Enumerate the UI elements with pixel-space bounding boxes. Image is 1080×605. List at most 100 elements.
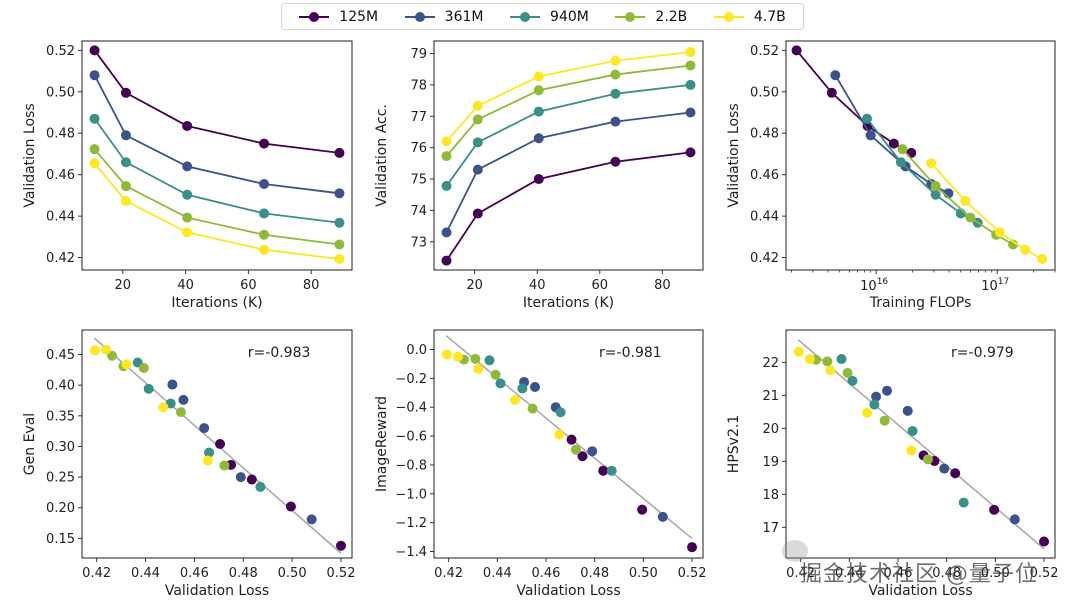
x-tick-label: 0.48 bbox=[580, 566, 609, 581]
series-line bbox=[445, 64, 691, 157]
y-tick-label: 18 bbox=[762, 488, 779, 503]
x-tick-label: 0.48 bbox=[229, 566, 258, 581]
data-point bbox=[685, 107, 696, 118]
series-940m bbox=[89, 113, 345, 228]
data-point bbox=[847, 375, 858, 386]
x-tick-exponent: 16 bbox=[877, 277, 889, 287]
data-point bbox=[533, 85, 544, 96]
y-tick-label: 0.52 bbox=[46, 44, 75, 59]
data-point bbox=[1020, 244, 1031, 255]
series-4-7b bbox=[926, 158, 1048, 265]
y-tick-label: 0.20 bbox=[46, 501, 75, 516]
data-point bbox=[950, 468, 961, 479]
data-point bbox=[441, 151, 452, 162]
data-point bbox=[598, 465, 609, 476]
series-361m bbox=[167, 379, 317, 525]
data-point bbox=[533, 174, 544, 185]
data-point bbox=[89, 70, 100, 81]
x-axis-label: Iterations (K) bbox=[171, 295, 262, 311]
y-tick-label: 21 bbox=[762, 389, 779, 404]
data-point bbox=[958, 497, 969, 508]
y-tick-label: 77 bbox=[410, 110, 427, 125]
data-point bbox=[842, 367, 853, 378]
data-point bbox=[687, 542, 698, 553]
y-tick-label: 0.46 bbox=[750, 168, 779, 183]
series-125m bbox=[791, 45, 917, 158]
x-tick-label: 1017 bbox=[981, 277, 1009, 294]
data-point bbox=[182, 161, 193, 172]
axes-frame bbox=[81, 329, 353, 559]
series-4-7b bbox=[89, 344, 213, 466]
legend-item-2-2b: 2.2B bbox=[615, 9, 687, 25]
panel-acc-vs-iter: 73 74 75 76 77 78 79 20 40 60 80 Iterations (K) Vali… bbox=[374, 40, 704, 311]
data-point bbox=[510, 394, 521, 405]
data-point bbox=[861, 113, 872, 124]
y-tick-label: 0.35 bbox=[46, 409, 75, 424]
x-tick-label: 40 bbox=[177, 278, 194, 293]
data-point bbox=[182, 227, 193, 238]
data-point bbox=[246, 474, 257, 485]
data-point bbox=[685, 60, 696, 71]
series-940m bbox=[441, 79, 696, 191]
axes-frame bbox=[785, 329, 1056, 559]
data-point bbox=[517, 383, 528, 394]
data-point bbox=[804, 354, 815, 365]
data-point bbox=[533, 71, 544, 82]
data-point bbox=[107, 350, 118, 361]
data-point bbox=[1009, 514, 1020, 525]
data-point bbox=[825, 365, 836, 376]
y-tick-label: −1.0 bbox=[395, 487, 427, 502]
data-point bbox=[657, 511, 668, 522]
series-940m bbox=[836, 354, 969, 508]
data-point bbox=[533, 106, 544, 117]
y-axis-label: Validation Loss bbox=[726, 103, 742, 207]
data-point bbox=[182, 189, 193, 200]
y-tick-label: 0.48 bbox=[46, 127, 75, 142]
data-point bbox=[204, 447, 215, 458]
data-point bbox=[334, 147, 345, 158]
data-point bbox=[182, 120, 193, 131]
x-tick-label: 0.44 bbox=[483, 566, 512, 581]
series-361m bbox=[89, 70, 345, 199]
y-tick-label: −1.2 bbox=[395, 516, 427, 531]
data-point bbox=[336, 540, 347, 551]
data-point bbox=[441, 255, 452, 266]
series-2-2b bbox=[89, 144, 345, 250]
data-point bbox=[555, 407, 566, 418]
data-point bbox=[89, 45, 100, 56]
legend-label: 4.7B bbox=[753, 8, 786, 25]
data-point bbox=[472, 208, 483, 219]
series-125m bbox=[918, 450, 1050, 547]
data-point bbox=[89, 113, 100, 124]
data-point bbox=[930, 189, 941, 200]
data-point bbox=[1037, 254, 1048, 265]
y-tick-label: 0.50 bbox=[46, 85, 75, 100]
series-940m bbox=[484, 355, 617, 476]
x-tick-label: 0.46 bbox=[884, 566, 913, 581]
y-tick-label: 0.44 bbox=[46, 210, 75, 225]
correlation-annotation: r=-0.981 bbox=[599, 345, 662, 361]
data-point bbox=[822, 356, 833, 367]
series-2-2b bbox=[810, 354, 933, 465]
data-point bbox=[199, 423, 210, 434]
y-axis-label: Validation Loss bbox=[22, 103, 38, 207]
panel-geneval-vs-loss: 0.15 0.20 0.25 0.30 0.35 0.40 0.45 0.42 0.44 0.46… bbox=[22, 329, 355, 599]
axes-frame bbox=[433, 329, 704, 559]
data-point bbox=[906, 445, 917, 456]
y-tick-label: 0.30 bbox=[46, 440, 75, 455]
data-point bbox=[255, 481, 266, 492]
data-point bbox=[202, 455, 213, 466]
x-tick-label: 0.52 bbox=[678, 566, 707, 581]
y-tick-label: 17 bbox=[762, 521, 779, 536]
series-line bbox=[93, 148, 340, 246]
legend-swatch-icon bbox=[510, 11, 541, 23]
axes-frame bbox=[785, 40, 1056, 271]
y-tick-label: 0.40 bbox=[46, 379, 75, 394]
y-axis-label: Validation Acc. bbox=[374, 104, 390, 207]
data-point bbox=[902, 405, 913, 416]
data-point bbox=[473, 363, 484, 374]
data-point bbox=[441, 180, 452, 191]
data-point bbox=[452, 351, 463, 362]
fit-line bbox=[797, 339, 1045, 550]
